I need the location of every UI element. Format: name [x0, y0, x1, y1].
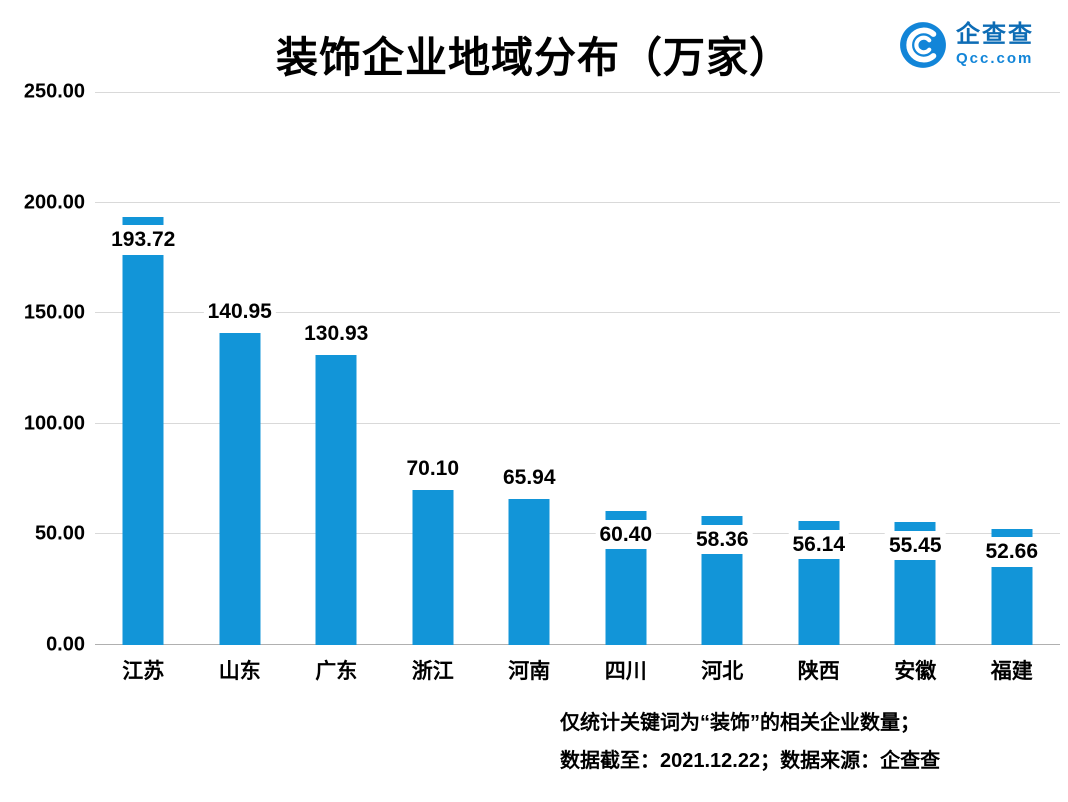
bar-河南	[508, 499, 550, 645]
bar-column: 130.93	[288, 92, 385, 645]
y-tick-label: 200.00	[23, 191, 85, 214]
bar-value-label: 58.36	[691, 524, 753, 554]
bar-column: 65.94	[481, 92, 578, 645]
x-category-label: 陕西	[797, 660, 840, 683]
chart-title: 装饰企业地域分布（万家）	[275, 34, 792, 81]
bar-浙江	[412, 489, 454, 645]
gridlines-layer	[95, 92, 1060, 645]
bar-value-label: 70.10	[402, 453, 464, 483]
x-axis-line	[95, 644, 1060, 645]
y-axis: 250.00 200.00 150.00 100.00 50.00 0.00	[0, 81, 85, 656]
gridline	[95, 533, 1060, 535]
bar-value-label: 56.14	[788, 529, 850, 559]
y-tick-label: 150.00	[23, 301, 85, 324]
qcc-logo: 企查查 Qcc.com	[898, 20, 1034, 70]
x-category-label: 广东	[315, 660, 358, 683]
bar-value-label: 55.45	[884, 531, 946, 561]
bar-value-label: 130.93	[300, 319, 373, 349]
bar-广东	[315, 355, 357, 645]
x-category-label: 河北	[701, 660, 744, 683]
bar-value-label: 140.95	[203, 296, 276, 327]
bar-column: 60.40	[578, 92, 675, 645]
x-category-label: 福建	[990, 660, 1033, 683]
bars-layer: 193.72 140.95 130.93 70.10 65.94 60.40 58.36 56…	[95, 92, 1060, 645]
x-category-label: 河南	[508, 660, 551, 683]
x-category-label: 四川	[604, 660, 647, 683]
x-category-label: 江苏	[122, 660, 165, 683]
qcc-logo-domain: Qcc.com	[956, 50, 1034, 68]
y-tick-label: 250.00	[23, 80, 85, 103]
y-tick-label: 0.00	[46, 633, 85, 656]
gridline	[95, 312, 1060, 314]
bar-江苏	[122, 216, 164, 645]
bar-column: 55.45	[867, 92, 964, 645]
bar-山东	[219, 333, 261, 645]
bar-value-label: 65.94	[498, 462, 560, 493]
bar-column: 58.36	[674, 92, 771, 645]
bar-value-label: 193.72	[107, 225, 180, 255]
y-tick-label: 50.00	[34, 522, 85, 545]
x-category-label: 浙江	[411, 660, 454, 683]
bar-column: 56.14	[771, 92, 868, 645]
bar-column: 52.66	[964, 92, 1061, 645]
x-axis-labels: 江苏 山东 广东 浙江 河南 四川 河北 陕西 安徽 福建	[95, 655, 1060, 685]
footnote-line-1: 仅统计关键词为“装饰”的相关企业数量；	[560, 712, 920, 734]
gridline	[95, 92, 1060, 93]
qcc-logo-brand: 企查查	[956, 21, 1034, 49]
qcc-logo-text: 企查查 Qcc.com	[956, 21, 1034, 68]
x-category-label: 山东	[218, 660, 261, 683]
plot-area: 193.72 140.95 130.93 70.10 65.94 60.40 58.36 56…	[95, 92, 1060, 645]
bar-column: 140.95	[192, 92, 289, 645]
bar-column: 193.72	[95, 92, 192, 645]
qcc-logo-icon	[900, 22, 946, 68]
bar-value-label: 52.66	[981, 537, 1043, 567]
gridline	[95, 201, 1060, 203]
bar-value-label: 60.40	[595, 520, 657, 550]
gridline	[95, 422, 1060, 424]
footnotes: 仅统计关键词为“装饰”的相关企业数量； 数据截至：2021.12.22；数据来源…	[560, 704, 940, 780]
bar-column: 70.10	[385, 92, 482, 645]
y-tick-label: 100.00	[23, 412, 85, 435]
x-category-label: 安徽	[894, 660, 937, 683]
footnote-line-2: 数据截至：2021.12.22；数据来源：企查查	[560, 750, 941, 772]
